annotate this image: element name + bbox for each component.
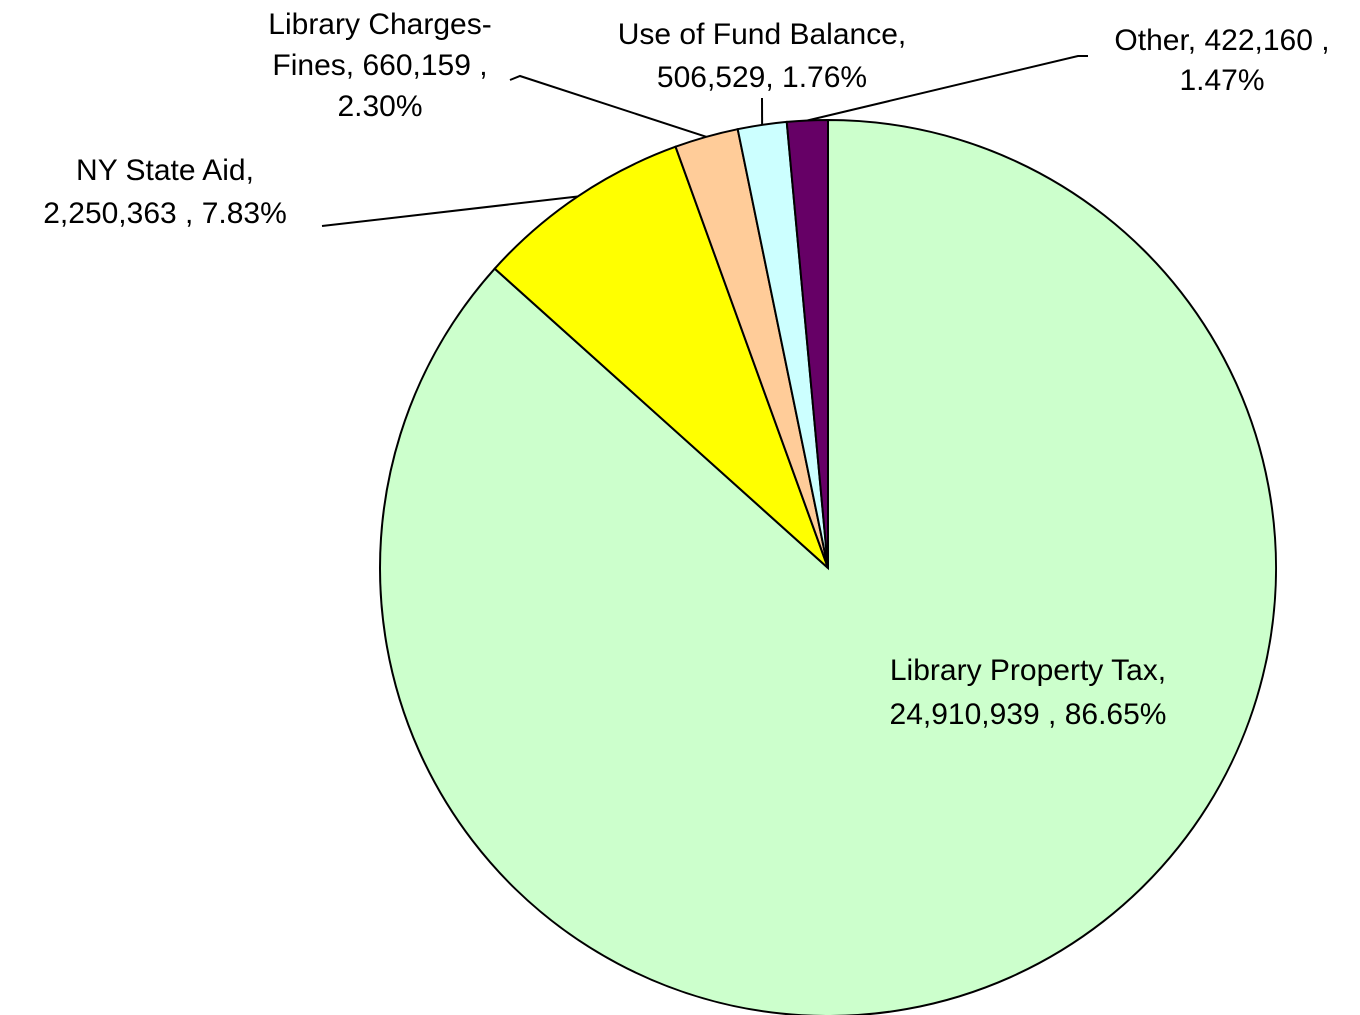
data-label: 2.30%: [337, 90, 422, 123]
leader-line: [321, 195, 578, 227]
data-label: NY State Aid,: [76, 154, 254, 187]
leader-line: [509, 74, 707, 138]
data-label: Library Charges-: [268, 8, 491, 41]
data-label: 1.47%: [1179, 64, 1264, 97]
data-label: 506,529, 1.76%: [657, 61, 867, 94]
data-label: Other, 422,160 ,: [1114, 24, 1329, 57]
data-label: 24,910,939 , 86.65%: [890, 698, 1167, 731]
leader-line: [807, 55, 1088, 122]
data-label: Use of Fund Balance,: [618, 18, 907, 51]
pie-slice: [493, 145, 829, 569]
data-label: 2,250,363 , 7.83%: [43, 197, 287, 230]
data-label: Fines, 660,159 ,: [272, 49, 487, 82]
data-label: Library Property Tax,: [890, 654, 1166, 687]
